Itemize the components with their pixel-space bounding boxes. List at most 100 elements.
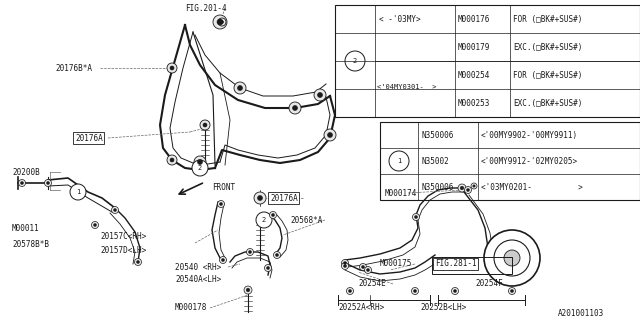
Circle shape [467, 188, 470, 191]
Text: 20254E: 20254E [358, 279, 386, 289]
Circle shape [360, 263, 367, 270]
Text: M000174: M000174 [385, 188, 417, 197]
Circle shape [413, 290, 417, 292]
Text: 20157D<LH>: 20157D<LH> [100, 245, 147, 254]
Text: 2: 2 [262, 217, 266, 223]
Circle shape [365, 267, 371, 274]
Circle shape [471, 183, 477, 189]
Circle shape [218, 201, 225, 207]
Circle shape [113, 209, 116, 212]
Circle shape [167, 155, 177, 165]
Text: M000178: M000178 [175, 303, 207, 313]
Circle shape [170, 158, 174, 162]
Text: FOR (□BK#+SUS#): FOR (□BK#+SUS#) [513, 70, 582, 79]
Circle shape [511, 290, 513, 292]
Text: 1: 1 [76, 189, 80, 195]
Circle shape [484, 230, 540, 286]
Text: FRONT: FRONT [212, 182, 235, 191]
Circle shape [273, 252, 280, 259]
Text: <'04MY0301-  >: <'04MY0301- > [377, 84, 436, 90]
Bar [380, 122, 640, 200]
Circle shape [192, 160, 208, 176]
Text: 20200B: 20200B [12, 167, 40, 177]
Circle shape [220, 257, 227, 263]
Circle shape [415, 215, 417, 219]
Circle shape [292, 106, 298, 110]
Circle shape [344, 265, 346, 268]
Text: M000179: M000179 [458, 43, 490, 52]
Circle shape [244, 286, 252, 294]
Circle shape [362, 266, 365, 268]
Circle shape [167, 63, 177, 73]
Circle shape [246, 249, 253, 255]
Circle shape [412, 287, 419, 294]
Circle shape [213, 15, 227, 29]
Circle shape [200, 120, 210, 130]
Text: 20540A<LH>: 20540A<LH> [175, 276, 221, 284]
Circle shape [264, 265, 271, 271]
Text: <'03MY0201-          >: <'03MY0201- > [481, 182, 583, 191]
Circle shape [221, 259, 225, 261]
Text: <'00MY9912-'02MY0205>: <'00MY9912-'02MY0205> [481, 156, 578, 165]
Circle shape [465, 187, 472, 194]
Text: 20578B*B: 20578B*B [12, 239, 49, 249]
Text: M00011: M00011 [12, 223, 40, 233]
Circle shape [136, 260, 140, 263]
Circle shape [70, 184, 86, 200]
Text: 2: 2 [198, 165, 202, 171]
Circle shape [266, 267, 269, 269]
Text: N350006: N350006 [421, 131, 453, 140]
Circle shape [93, 223, 97, 227]
Circle shape [345, 51, 365, 71]
Text: 20540 <RH>: 20540 <RH> [175, 262, 221, 271]
Circle shape [317, 92, 323, 98]
Circle shape [194, 156, 206, 168]
Circle shape [203, 123, 207, 127]
Bar [335, 5, 640, 117]
Circle shape [198, 159, 202, 164]
Text: 1: 1 [397, 158, 401, 164]
Text: FIG.281-1: FIG.281-1 [435, 260, 477, 268]
Circle shape [269, 212, 276, 219]
Circle shape [328, 132, 333, 138]
Circle shape [170, 66, 174, 70]
Circle shape [451, 287, 458, 294]
Circle shape [220, 203, 223, 205]
Circle shape [257, 196, 262, 201]
Text: 20568*A: 20568*A [290, 215, 323, 225]
Circle shape [494, 240, 530, 276]
Text: 2: 2 [353, 58, 357, 64]
Bar [432, 257, 512, 274]
Text: 20254F: 20254F [475, 279, 503, 289]
Circle shape [271, 213, 275, 217]
Text: EXC.(□BK#+SUS#): EXC.(□BK#+SUS#) [513, 99, 582, 108]
Circle shape [460, 186, 464, 190]
Text: M000176: M000176 [458, 14, 490, 23]
Circle shape [504, 250, 520, 266]
Text: 20176A: 20176A [270, 194, 298, 203]
Circle shape [289, 102, 301, 114]
Circle shape [234, 82, 246, 94]
Text: N35002: N35002 [421, 156, 449, 165]
Circle shape [246, 288, 250, 292]
Text: M000253: M000253 [458, 99, 490, 108]
Circle shape [346, 287, 353, 294]
Circle shape [314, 89, 326, 101]
Text: EXC.(□BK#+SUS#): EXC.(□BK#+SUS#) [513, 43, 582, 52]
Text: 20252B<LH>: 20252B<LH> [420, 303, 467, 313]
Text: N350006: N350006 [421, 182, 453, 191]
Text: < -'03MY>: < -'03MY> [379, 14, 420, 23]
Circle shape [111, 206, 118, 213]
Circle shape [218, 18, 226, 26]
Text: FIG.201-4: FIG.201-4 [185, 4, 227, 12]
Text: A201001103: A201001103 [558, 309, 604, 318]
Circle shape [349, 290, 351, 292]
Circle shape [275, 253, 278, 257]
Text: FOR (□BK#+SUS#): FOR (□BK#+SUS#) [513, 14, 582, 23]
Text: 20157C<RH>: 20157C<RH> [100, 231, 147, 241]
Circle shape [254, 192, 266, 204]
Circle shape [20, 181, 24, 185]
Circle shape [19, 180, 26, 187]
Circle shape [458, 184, 466, 192]
Circle shape [509, 287, 515, 294]
